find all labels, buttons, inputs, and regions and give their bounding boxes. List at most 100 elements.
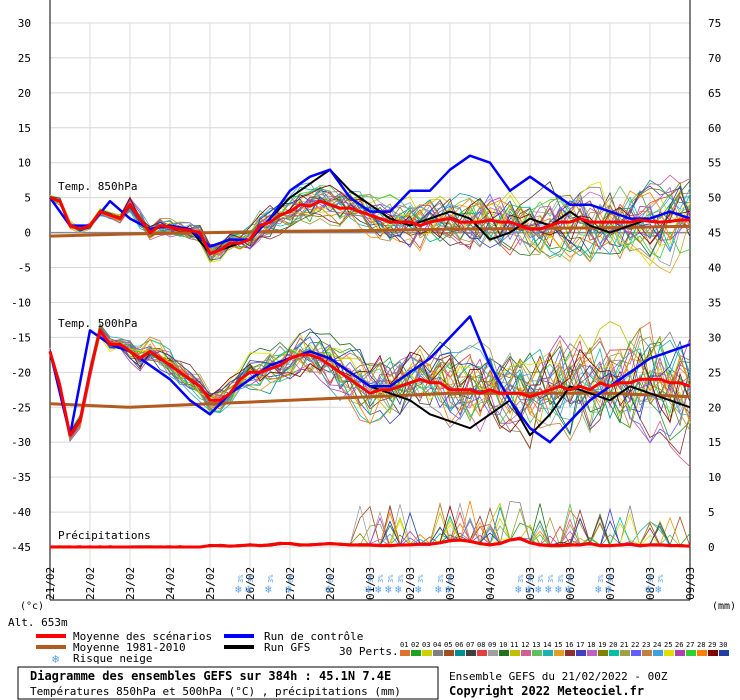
pert-number: 06 [455,641,463,649]
right-tick-label: 70 [708,52,721,65]
right-tick-label: 55 [708,157,721,170]
legend-mean-scenarios: Moyenne des scénarios [73,630,212,643]
x-tick-label: 26/02 [244,567,257,600]
right-tick-label: 30 [708,331,721,344]
mean-500-line [48,328,691,437]
pert-number: 11 [510,641,518,649]
snowflake-icon: ❄ [435,583,442,596]
snow-risk-percent: 3% [237,574,245,583]
left-axis-unit: (°c) [20,601,44,612]
snowflake-icon: ❄ [415,583,422,596]
legend-control-run: Run de contrôle [264,630,363,643]
legend-snow-risk: Risque neige [73,652,152,665]
left-tick-label: -5 [18,262,31,275]
pert-number: 12 [521,641,529,649]
pert-number: 18 [587,641,595,649]
right-tick-label: 5 [708,506,715,519]
snow-risk-percent: 3% [397,574,405,583]
pert-number: 23 [642,641,650,649]
snowflake-icon: ❄ [365,583,372,596]
left-tick-label: 10 [18,157,31,170]
snowflake-icon: ❄ [605,583,612,596]
pert-swatch [565,650,575,656]
snowflake-icon: ❄ [235,583,242,596]
pert-number: 07 [466,641,474,649]
pert-swatch [620,650,630,656]
legend-mean-1981-2010: Moyenne 1981-2010 [73,641,186,654]
pert-swatch [631,650,641,656]
altitude-label: Alt. 653m [8,616,68,629]
left-tick-label: 30 [18,17,31,30]
x-tick-label: 08/03 [644,567,657,600]
x-tick-label: 25/02 [204,567,217,600]
pert-number: 26 [675,641,683,649]
pert-swatch [532,650,542,656]
member-850-line [49,185,691,259]
legend: Moyenne des scénarios Moyenne 1981-2010 … [36,630,363,666]
pert-number: 05 [444,641,452,649]
pert-swatch [653,650,663,656]
pert-swatch [697,650,707,656]
control-500-line [48,315,691,444]
snowflake-icon: ❄ [285,583,292,596]
x-tick-label: 06/03 [564,567,577,600]
x-tick-label: 01/03 [364,567,377,600]
x-tick-label: 04/03 [484,567,497,600]
x-tick-label: 23/02 [124,567,137,600]
snow-risk-percent: 6% [327,574,335,583]
normal-500-line [49,391,691,409]
copyright-label: Copyright 2022 Meteociel.fr [449,684,644,698]
left-tick-label: -25 [11,401,31,414]
member-500-line [49,329,691,441]
pert-swatch [488,650,498,656]
left-tick-label: 0 [24,227,31,240]
footer-title: Diagramme des ensembles GEFS sur 384h : … [30,669,391,683]
perturbations-key: 01 02 03 04 05 06 07 08 09 10 11 12 13 14 15 16 17 18 19 20… [400,641,729,656]
axes: 302520151050-5-10-15-20-25-30-35-40-4575… [11,0,721,601]
pert-number: 17 [576,641,584,649]
left-tick-label: 15 [18,122,31,135]
main-series [48,154,691,549]
snow-risk-percent: 3% [437,574,445,583]
pert-swatch [444,650,454,656]
pert-number: 21 [620,641,628,649]
member-850-line [49,190,691,263]
right-tick-label: 20 [708,401,721,414]
snowflake-icon: ❄ [385,583,392,596]
pert-number: 10 [499,641,507,649]
x-tick-label: 21/02 [44,567,57,600]
snow-risk-percent: 6% [287,574,295,583]
pert-number: 03 [422,641,430,649]
pert-swatch [455,650,465,656]
snowflake-icon: ❄ [515,583,522,596]
snow-risk-percent: 3% [567,574,575,583]
pert-number: 04 [433,641,441,649]
panel-label-500: Temp. 500hPa [58,317,137,330]
pert-swatch [543,650,553,656]
normal-850-line [49,224,691,238]
member-500-line [49,328,691,436]
pert-number: 22 [631,641,639,649]
snowflake-icon: ❄ [395,583,402,596]
snow-risk-percent: 3% [247,574,255,583]
member-500-line [49,333,691,438]
pert-swatch [510,650,520,656]
pert-number: 30 [719,641,727,649]
pert-swatch [400,650,410,656]
x-tick-label: 22/02 [84,567,97,600]
snow-risk-percent: 6% [447,574,455,583]
member-850-line [49,193,691,251]
right-axis-unit: (mm) [712,601,736,612]
left-tick-label: -20 [11,366,31,379]
pert-swatch [686,650,696,656]
right-tick-label: 25 [708,366,721,379]
snow-risk-percent: 3% [647,574,655,583]
right-tick-label: 15 [708,436,721,449]
x-tick-label: 28/02 [324,567,337,600]
member-850-line [49,190,691,254]
left-tick-label: -35 [11,471,31,484]
panel-label-850: Temp. 850hPa [58,180,137,193]
right-tick-label: 45 [708,227,721,240]
snowflake-icon: ❄ [265,583,272,596]
pert-swatch [433,650,443,656]
